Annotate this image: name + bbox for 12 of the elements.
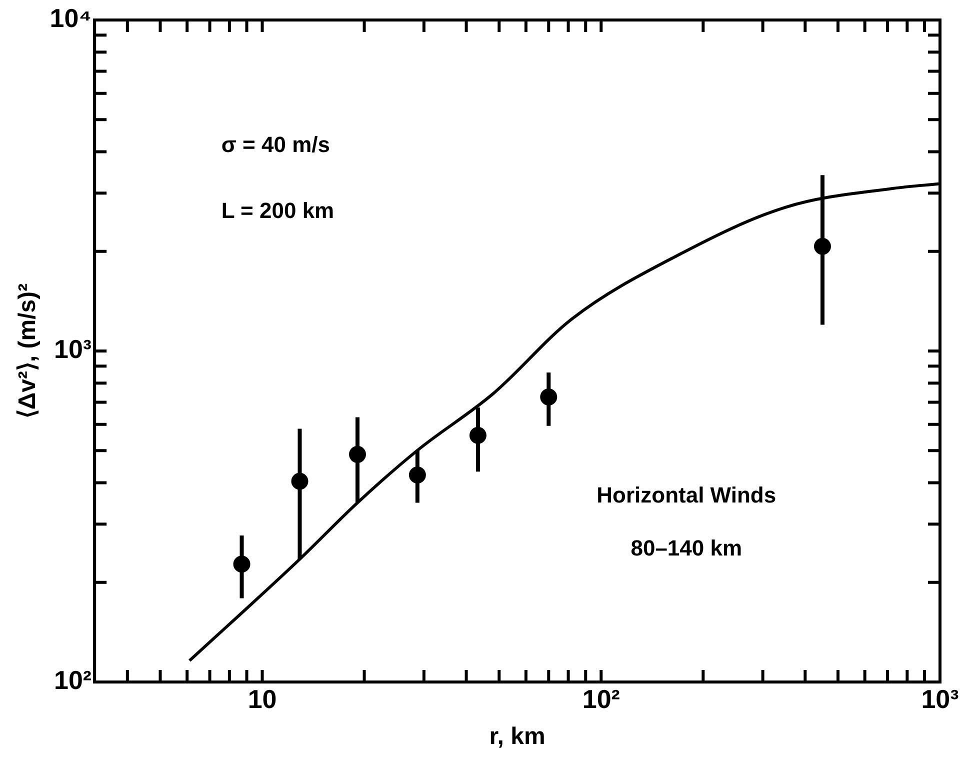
x-axis-title: r, km <box>489 723 546 750</box>
y-tick-label: 10² <box>54 665 92 696</box>
annotation: Horizontal Winds <box>596 482 776 508</box>
y-axis-title: ⟨Δv²⟩, (m/s)² <box>14 283 42 419</box>
y-tick-label: 10³ <box>54 334 92 364</box>
annotation: 80–140 km <box>630 536 742 561</box>
y-tick-label: 10⁴ <box>50 3 92 34</box>
x-tick-label: 10³ <box>921 684 960 714</box>
annotation: σ = 40 m/s <box>221 132 330 157</box>
x-tick-label: 10 <box>248 684 277 714</box>
x-tick-label: 10² <box>582 684 620 714</box>
annotation: L = 200 km <box>221 198 334 224</box>
